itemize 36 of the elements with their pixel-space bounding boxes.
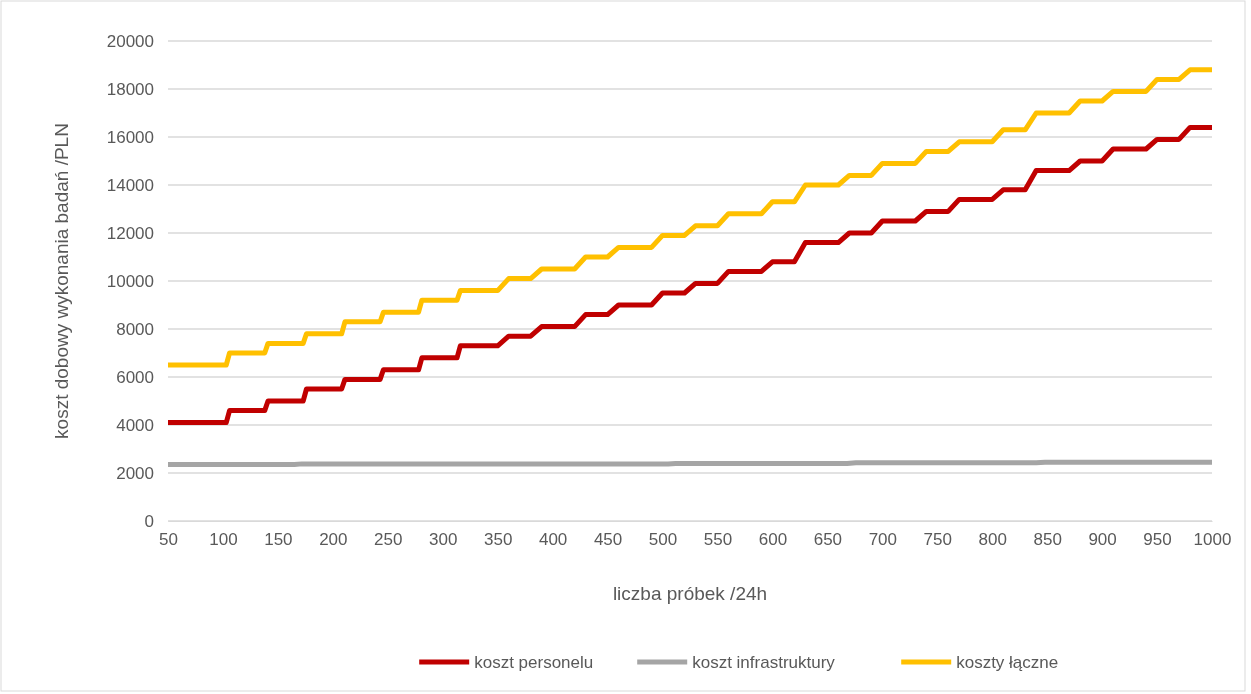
x-tick-label: 300	[429, 530, 458, 550]
x-tick-label: 100	[209, 530, 238, 550]
y-tick-label: 8000	[116, 319, 154, 339]
x-tick-label: 1000	[1193, 530, 1232, 550]
x-axis-title: liczba próbek /24h	[612, 583, 768, 604]
legend-label: koszt infrastruktury	[692, 653, 836, 672]
x-tick-label: 200	[319, 530, 348, 550]
y-tick-label: 20000	[106, 31, 154, 51]
x-tick-label: 450	[593, 530, 623, 550]
x-tick-label: 800	[978, 530, 1007, 550]
x-tick-label: 650	[813, 530, 843, 550]
x-tick-label: 750	[923, 530, 952, 550]
y-tick-label: 16000	[106, 127, 154, 147]
y-tick-label: 0	[144, 511, 154, 531]
x-tick-label: 500	[648, 530, 678, 550]
y-tick-label: 14000	[106, 175, 154, 195]
x-tick-label: 250	[374, 530, 403, 550]
y-tick-label: 10000	[106, 271, 154, 291]
x-tick-label: 600	[758, 530, 788, 550]
y-tick-label: 18000	[106, 79, 154, 99]
x-tick-label: 550	[703, 530, 733, 550]
x-tick-label: 150	[264, 530, 293, 550]
x-tick-label: 900	[1088, 530, 1117, 550]
legend-label: koszt personelu	[474, 653, 594, 672]
y-tick-label: 12000	[106, 223, 154, 243]
y-axis-title: koszt dobowy wykonania badań /PLN	[51, 123, 72, 439]
x-tick-label: 350	[484, 530, 513, 550]
x-tick-label: 50	[159, 530, 178, 550]
y-tick-label: 4000	[116, 415, 154, 435]
legend-label: koszty łączne	[956, 653, 1059, 672]
y-tick-label: 2000	[116, 463, 154, 483]
y-tick-label: 6000	[116, 367, 154, 387]
x-tick-label: 400	[538, 530, 568, 550]
x-tick-label: 950	[1143, 530, 1172, 550]
x-tick-label: 700	[868, 530, 897, 550]
x-tick-label: 850	[1033, 530, 1062, 550]
